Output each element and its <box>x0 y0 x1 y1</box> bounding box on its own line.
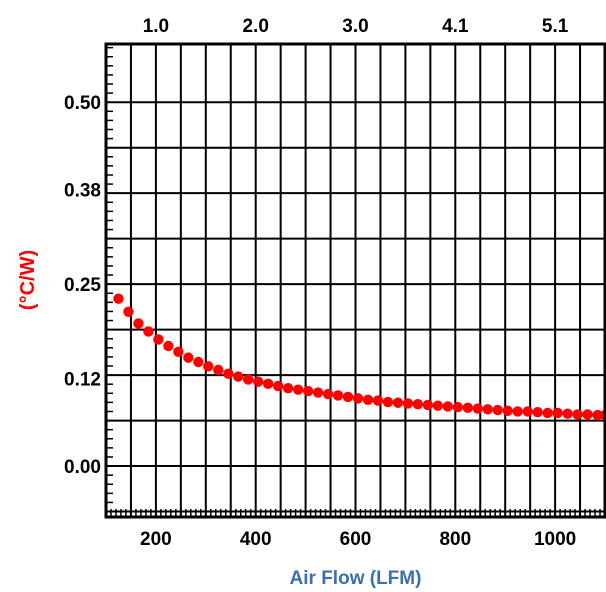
data-point <box>173 346 184 358</box>
x-tick-label: 1000 <box>534 529 576 550</box>
data-point <box>392 397 404 408</box>
y-axis-label: (°C/W) <box>17 250 39 310</box>
top-tick-label: 3.0 <box>342 16 368 37</box>
data-point <box>592 409 603 421</box>
y-tick-label: 0.38 <box>64 181 101 202</box>
data-point <box>512 406 523 417</box>
data-point <box>332 390 344 401</box>
data-point <box>482 404 493 415</box>
data-point <box>272 380 284 392</box>
data-point <box>412 399 424 410</box>
data-point <box>442 401 454 412</box>
data-point <box>292 384 304 395</box>
x-tick-label: 800 <box>439 529 471 550</box>
plot-frame <box>104 42 606 519</box>
data-point <box>342 391 354 403</box>
x-axis-label: Air Flow (LFM) <box>290 568 422 589</box>
y-tick-label: 0.25 <box>64 275 101 296</box>
top-axis-tick-labels: 1.0 2.0 3.0 4.1 5.1 <box>143 16 569 37</box>
data-point <box>492 404 503 416</box>
data-point <box>542 407 553 419</box>
data-point <box>233 371 244 382</box>
x-tick-label: 600 <box>340 529 372 550</box>
data-point <box>143 326 154 337</box>
data-series <box>113 293 606 421</box>
data-point <box>502 405 513 416</box>
data-point <box>462 402 473 414</box>
data-point <box>312 387 324 398</box>
top-tick-label: 5.1 <box>542 16 569 37</box>
data-point <box>532 407 543 418</box>
y-tick-label: 0.50 <box>64 93 101 114</box>
data-point <box>372 395 384 406</box>
data-point <box>522 406 533 417</box>
data-point <box>282 382 294 394</box>
data-point <box>452 401 463 413</box>
y-axis-tick-labels: 0.00 0.12 0.25 0.38 0.50 <box>64 93 101 478</box>
data-point <box>472 403 483 414</box>
data-point <box>243 374 254 385</box>
y-tick-label: 0.00 <box>64 457 101 478</box>
data-point <box>213 364 224 376</box>
data-point <box>562 408 573 419</box>
top-tick-label: 4.1 <box>442 16 469 37</box>
data-point <box>302 385 314 397</box>
x-tick-label: 400 <box>240 529 272 550</box>
y-tick-label: 0.12 <box>64 370 101 391</box>
data-point <box>552 407 563 419</box>
x-axis-tick-labels: 200 400 600 800 1000 <box>140 529 576 550</box>
data-point <box>322 388 334 400</box>
data-point <box>133 318 144 329</box>
data-point <box>163 340 174 352</box>
data-point <box>183 352 194 363</box>
data-point <box>262 378 274 390</box>
data-point <box>432 400 444 411</box>
data-point <box>203 361 214 372</box>
data-point <box>382 396 394 408</box>
data-point <box>113 293 124 304</box>
top-tick-label: 2.0 <box>242 16 268 37</box>
data-point <box>123 306 134 317</box>
data-point <box>362 394 374 406</box>
x-tick-label: 200 <box>140 529 172 550</box>
data-point <box>422 399 434 411</box>
data-point <box>223 368 234 379</box>
data-point <box>402 398 414 409</box>
data-point <box>352 393 364 404</box>
data-point <box>252 376 264 387</box>
top-tick-label: 1.0 <box>143 16 169 37</box>
grid <box>106 44 605 517</box>
data-point <box>193 356 204 368</box>
data-point <box>572 409 583 420</box>
data-point <box>153 334 164 345</box>
data-point <box>582 409 593 420</box>
